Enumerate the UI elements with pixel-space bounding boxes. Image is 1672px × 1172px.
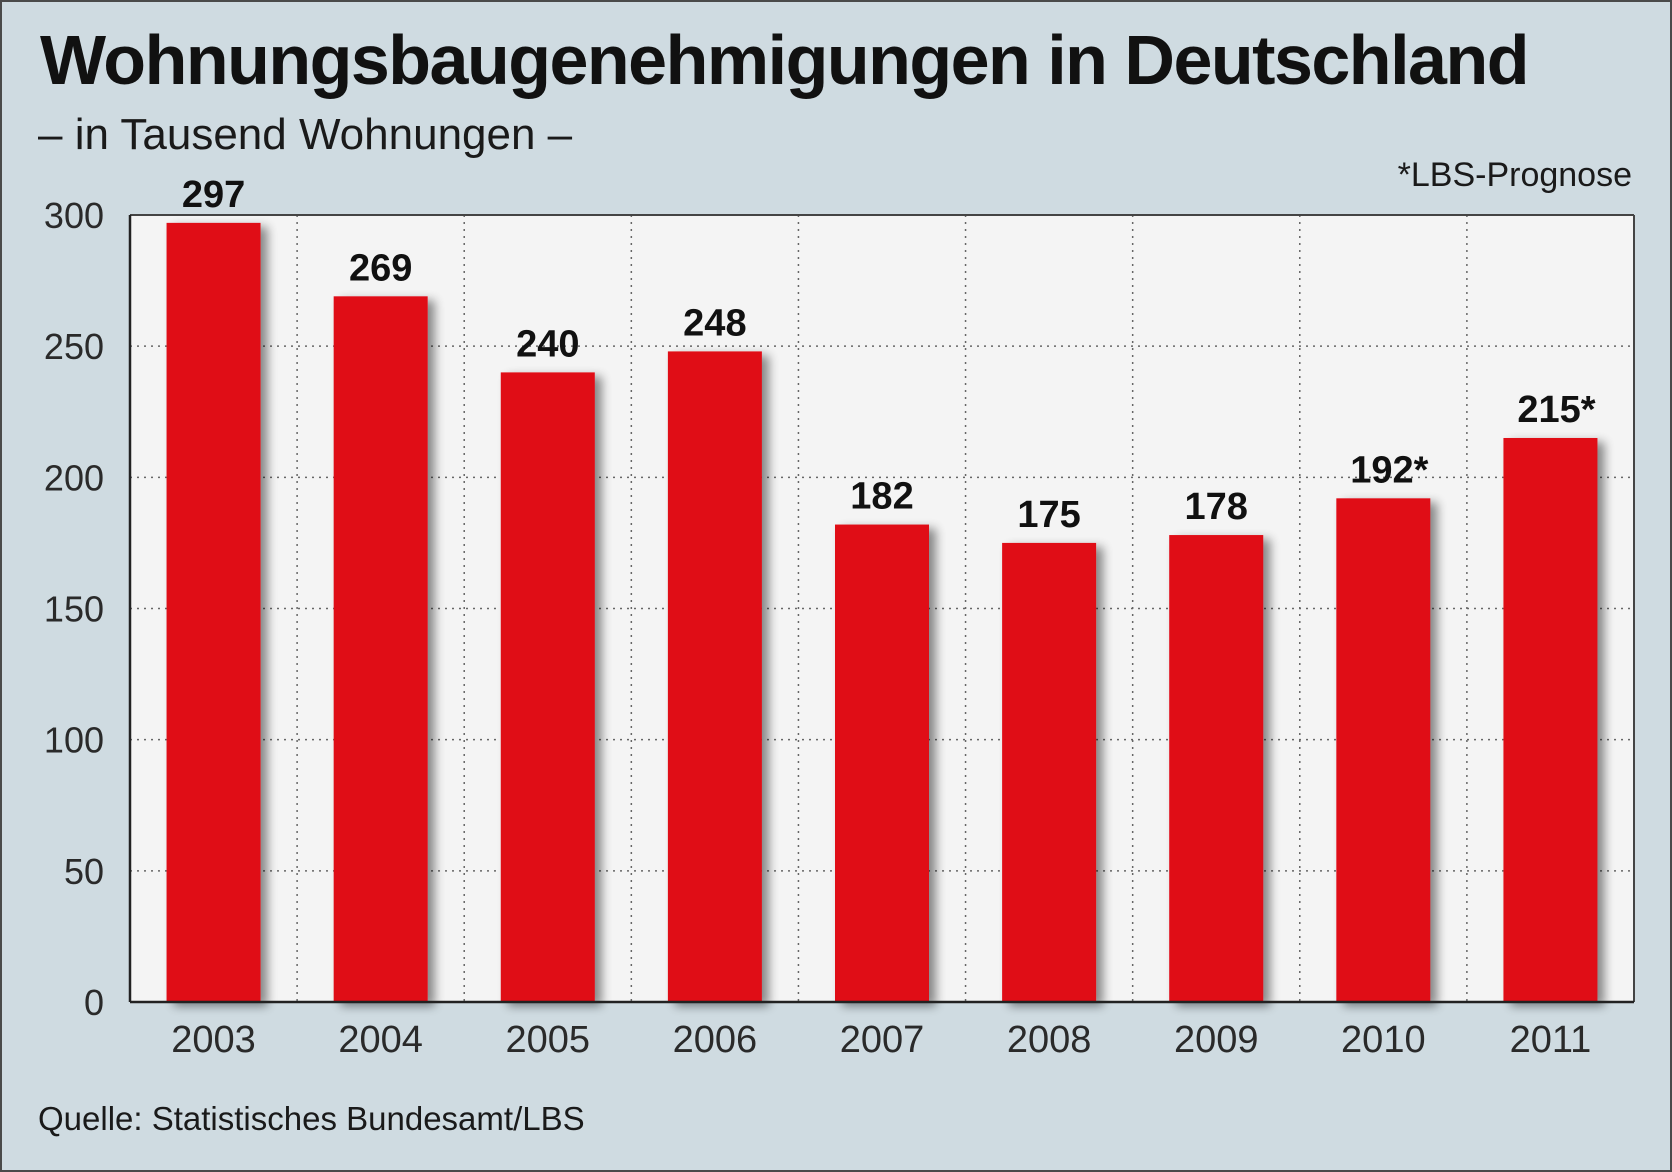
bar [333, 296, 428, 1002]
bar [1169, 535, 1264, 1002]
x-tick-label: 2003 [171, 1019, 256, 1061]
data-label: 182 [850, 476, 913, 518]
y-tick-label: 50 [64, 851, 104, 892]
y-tick-label: 150 [44, 589, 104, 630]
y-tick-label: 100 [44, 720, 104, 761]
data-label: 178 [1185, 486, 1248, 528]
y-tick-label: 0 [84, 982, 104, 1023]
bar [500, 372, 595, 1002]
x-tick-label: 2011 [1510, 1019, 1592, 1061]
y-tick-label: 250 [44, 326, 104, 367]
data-label: 215* [1517, 389, 1595, 431]
chart-title: Wohnungsbaugenehmigungen in Deutschland [40, 21, 1529, 99]
x-tick-label: 2008 [1007, 1019, 1092, 1061]
x-tick-label: 2007 [840, 1019, 925, 1061]
x-tick-label: 2009 [1174, 1019, 1259, 1061]
x-tick-label: 2005 [506, 1019, 591, 1061]
bar [1002, 542, 1097, 1002]
x-tick-label: 2004 [338, 1019, 423, 1061]
data-label: 248 [683, 302, 746, 344]
x-tick-label: 2006 [673, 1019, 758, 1061]
source-credit: Quelle: Statistisches Bundesamt/LBS [38, 1100, 585, 1137]
data-label: 297 [182, 174, 245, 216]
data-label: 175 [1017, 494, 1080, 536]
data-label: 269 [349, 247, 412, 289]
bar [1503, 437, 1598, 1002]
bar [1336, 498, 1431, 1002]
bar [667, 351, 762, 1002]
forecast-note: *LBS-Prognose [1397, 156, 1632, 194]
bar [835, 524, 929, 1002]
y-tick-label: 200 [44, 457, 104, 498]
chart-subtitle: – in Tausend Wohnungen – [38, 110, 573, 159]
y-tick-label: 300 [44, 195, 104, 236]
data-label: 240 [516, 323, 579, 365]
bar [166, 222, 261, 1002]
data-label: 192* [1350, 449, 1428, 491]
x-tick-label: 2010 [1341, 1019, 1426, 1061]
